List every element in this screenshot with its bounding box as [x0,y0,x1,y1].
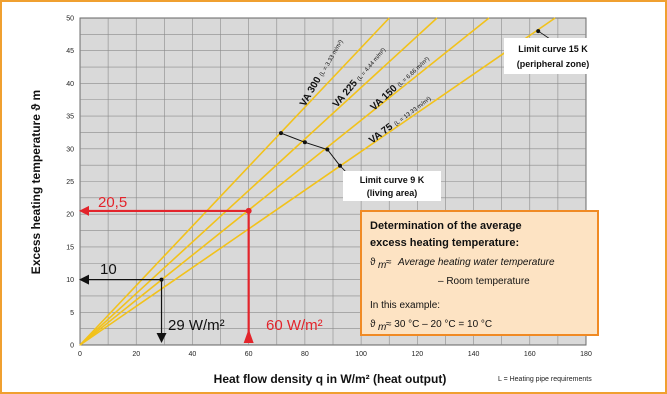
info-box-formula-sub: m [378,260,386,271]
example-black-x-label: 29 W/m² [168,317,225,334]
footnote: L = Heating pipe requirements [498,376,592,383]
series-line [79,17,556,346]
x-axis-ticks: 0 20 40 60 80 100 120 140 160 180 [78,351,592,358]
x-tick-label: 20 [132,351,140,358]
example-guides [79,205,254,343]
limit-15k-sublabel: (peripheral zone) [517,59,590,69]
example-red-point [245,207,252,214]
y-tick-label: 30 [66,146,74,153]
info-box-formula-text: Average heating water temperature [397,257,555,268]
series-line [79,17,438,346]
x-tick-label: 80 [301,351,309,358]
series-lines [79,17,556,346]
limit-9k-label-bg [343,171,441,201]
y-axis-ticks: 0 5 10 15 20 25 30 35 40 45 50 [66,16,74,350]
y-tick-label: 20 [66,212,74,219]
x-tick-label: 180 [580,351,592,358]
y-tick-label: 25 [66,179,74,186]
x-tick-label: 160 [524,351,536,358]
example-black-y-label: 10 [100,261,117,278]
info-box-example-formula: ≈ 30 °C – 20 °C = 10 °C [386,319,492,330]
example-red-y-arrow [79,205,89,216]
info-box-title-line1: Determination of the average [370,220,522,232]
y-tick-label: 10 [66,277,74,284]
limit-curve-point [302,140,307,145]
x-tick-label: 120 [411,351,423,358]
limit-curve-point [278,131,283,136]
example-black-y-arrow [79,274,89,285]
y-tick-label: 40 [66,81,74,88]
info-box-example-intro: In this example: [370,300,440,311]
x-axis-title: Heat flow density q in W/m² (heat output… [214,372,447,386]
x-tick-label: 60 [245,351,253,358]
y-axis-title: Excess heating temperature ϑ m [29,90,43,274]
x-tick-label: 100 [355,351,367,358]
limit-15k-label-bg [504,38,602,74]
info-box-formula-approx: ≈ [386,257,392,268]
y-tick-label: 0 [70,343,74,350]
x-tick-label: 40 [189,351,197,358]
info-box-formula-minus: – Room temperature [438,276,530,287]
limit-curve-point [325,147,330,152]
y-tick-label: 5 [70,310,74,317]
example-black-x-arrow [156,333,167,343]
y-tick-label: 15 [66,244,74,251]
x-tick-label: 140 [468,351,480,358]
series-line [79,17,490,346]
series-line [79,17,390,346]
info-box-example-sub: m [378,322,386,333]
example-black-point [159,277,164,282]
x-tick-label: 0 [78,351,82,358]
limit-9k-sublabel: (living area) [367,188,418,198]
y-tick-label: 50 [66,16,74,23]
example-red-y-label: 20,5 [98,194,127,211]
example-red-x-arrow [243,329,254,343]
info-box-example-symbol: ϑ [370,319,376,330]
limit-curve-9k [280,132,341,167]
example-red-x-label: 60 W/m² [266,317,323,334]
limit-15k-label: Limit curve 15 K [518,44,588,54]
y-tick-label: 45 [66,48,74,55]
info-box-title-line2: excess heating temperature: [370,237,519,249]
limit-9k-label: Limit curve 9 K [360,175,425,185]
info-box [360,210,599,336]
info-box-formula-symbol: ϑ [370,257,376,268]
y-tick-label: 35 [66,114,74,121]
